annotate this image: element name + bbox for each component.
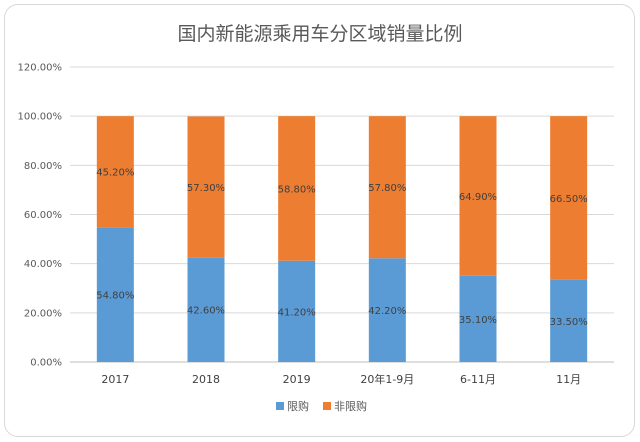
y-tick-label: 20.00%: [24, 308, 62, 319]
x-axis: 2017 2018 2019 20年1-9月 6-11月 11月: [101, 372, 581, 386]
data-label: 57.80%: [368, 183, 406, 194]
x-tick-label: 2019: [283, 373, 311, 386]
x-tick-label: 11月: [556, 373, 581, 386]
bar-segment-restricted: [187, 257, 225, 362]
data-label: 33.50%: [550, 317, 588, 328]
bar-segment-unrestricted: [368, 116, 406, 259]
x-tick-label: 6-11月: [460, 373, 496, 386]
y-tick-label: 0.00%: [30, 358, 62, 369]
y-tick-label: 120.00%: [18, 63, 63, 74]
x-tick-label: 2017: [101, 373, 129, 386]
data-label: 41.20%: [278, 307, 316, 318]
bar-segment-unrestricted: [550, 116, 588, 280]
legend: 限购 非限购: [276, 399, 367, 413]
bar-segment-unrestricted: [459, 116, 497, 276]
data-label: 42.20%: [368, 306, 406, 317]
data-label: 42.60%: [187, 306, 225, 317]
bar-segment-unrestricted: [187, 116, 225, 258]
data-label: 35.10%: [459, 315, 497, 326]
bar-segment-unrestricted: [96, 116, 134, 228]
y-tick-label: 80.00%: [24, 161, 62, 172]
x-tick-label: 2018: [192, 373, 220, 386]
x-tick-label: 20年1-9月: [360, 372, 414, 386]
legend-swatch: [323, 402, 331, 410]
y-tick-label: 40.00%: [24, 259, 62, 270]
gridlines: [70, 66, 614, 363]
y-tick-label: 60.00%: [24, 210, 62, 221]
legend-label: 非限购: [334, 399, 367, 413]
bar-segment-restricted: [96, 227, 134, 362]
bar-segment-restricted: [459, 275, 497, 362]
bar-segment-restricted: [368, 258, 406, 362]
data-label: 66.50%: [550, 194, 588, 205]
bar-segment-restricted: [550, 279, 588, 362]
data-label: 54.80%: [96, 291, 134, 302]
bar-segment-restricted: [278, 260, 316, 362]
y-axis: 0.00% 20.00% 40.00% 60.00% 80.00% 100.00% 120.…: [18, 63, 63, 369]
chart-title: 国内新能源乘用车分区域销量比例: [177, 23, 462, 45]
data-label: 57.30%: [187, 183, 225, 194]
bar-segment-unrestricted: [278, 116, 316, 261]
data-label: 58.80%: [278, 184, 316, 195]
legend-label: 限购: [287, 399, 309, 413]
data-label: 64.90%: [459, 192, 497, 203]
data-label: 45.20%: [96, 168, 134, 179]
bars: 54.80% 45.20% 42.60% 57.30% 41.20% 58.80% 42.2…: [96, 116, 588, 362]
y-tick-label: 100.00%: [18, 112, 63, 123]
legend-swatch: [276, 402, 284, 410]
